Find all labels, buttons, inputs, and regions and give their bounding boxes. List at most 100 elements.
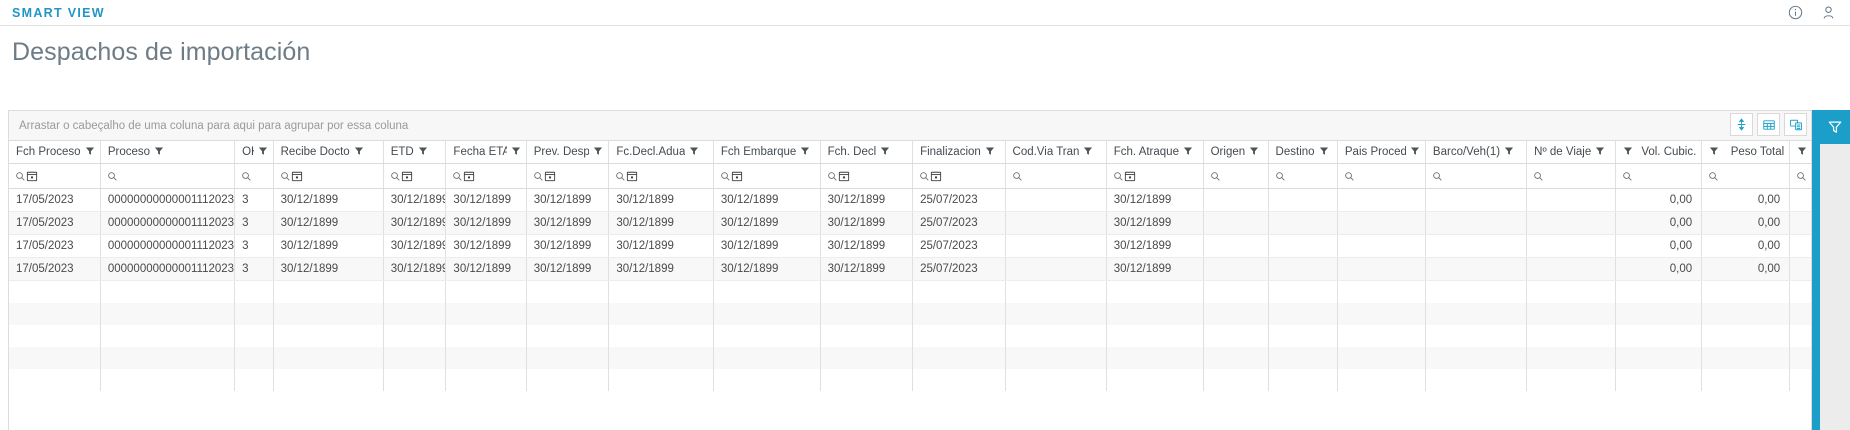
- search-icon[interactable]: [280, 171, 291, 182]
- search-icon[interactable]: [615, 171, 626, 182]
- group-by-bar[interactable]: Arrastar o cabeçalho de uma coluna para …: [9, 111, 1811, 141]
- search-icon[interactable]: [452, 171, 463, 182]
- column-filter-input[interactable]: [714, 164, 819, 188]
- column-header-recibe-docto[interactable]: Recibe Docto: [273, 141, 384, 164]
- vertical-scrollbar-thumb[interactable]: [1812, 110, 1820, 430]
- column-filter-input[interactable]: [609, 164, 712, 188]
- column-header-fc-decl-adua[interactable]: Fc.Decl.Adua: [608, 141, 714, 164]
- column-filter-icon[interactable]: [354, 146, 364, 159]
- column-filter-cell[interactable]: [713, 163, 821, 189]
- column-filter-input[interactable]: [1006, 164, 1106, 188]
- vertical-scrollbar[interactable]: [1812, 110, 1820, 430]
- column-filter-input[interactable]: [384, 164, 445, 188]
- open-filter-panel-button[interactable]: [1820, 110, 1850, 144]
- column-header-fch-decl[interactable]: Fch. Decl: [820, 141, 914, 164]
- column-header-vol-cubic[interactable]: Vol. Cubic.: [1615, 141, 1703, 164]
- copy-columns-button[interactable]: [1784, 113, 1807, 136]
- column-filter-cell[interactable]: [820, 163, 914, 189]
- search-icon[interactable]: [1708, 171, 1719, 182]
- search-icon[interactable]: [107, 171, 118, 182]
- column-header-etd[interactable]: ETD: [383, 141, 447, 164]
- column-header-fch-embarque[interactable]: Fch Embarque: [713, 141, 821, 164]
- column-header-origen[interactable]: Origen: [1203, 141, 1269, 164]
- column-filter-icon[interactable]: [418, 146, 428, 159]
- column-filter-icon[interactable]: [1709, 146, 1723, 159]
- column-filter-input[interactable]: [446, 164, 525, 188]
- column-filter-cell[interactable]: [383, 163, 447, 189]
- column-filter-input[interactable]: [235, 164, 272, 188]
- column-filter-input[interactable]: [527, 164, 608, 188]
- search-icon[interactable]: [15, 171, 26, 182]
- column-filter-cell[interactable]: [9, 163, 101, 189]
- column-filter-cell[interactable]: [1005, 163, 1107, 189]
- column-header-barco-veh-1[interactable]: Barco/Veh(1): [1425, 141, 1528, 164]
- calendar-icon[interactable]: [463, 170, 475, 182]
- search-icon[interactable]: [241, 171, 252, 182]
- column-filter-icon[interactable]: [800, 146, 810, 159]
- column-header-pais-proced[interactable]: Pais Proced.: [1337, 141, 1426, 164]
- column-filter-icon[interactable]: [154, 146, 164, 159]
- column-filter-icon[interactable]: [880, 146, 890, 159]
- column-filter-input[interactable]: [1269, 164, 1337, 188]
- column-header-proceso[interactable]: Proceso: [100, 141, 236, 164]
- search-icon[interactable]: [1012, 171, 1023, 182]
- column-filter-input[interactable]: [1527, 164, 1615, 188]
- column-filter-cell[interactable]: [1789, 163, 1811, 189]
- search-icon[interactable]: [533, 171, 544, 182]
- calendar-icon[interactable]: [26, 170, 38, 182]
- search-icon[interactable]: [1622, 171, 1633, 182]
- column-filter-cell[interactable]: [1425, 163, 1528, 189]
- calendar-icon[interactable]: [838, 170, 850, 182]
- calendar-icon[interactable]: [626, 170, 638, 182]
- column-filter-icon[interactable]: [1797, 146, 1811, 159]
- search-icon[interactable]: [1533, 171, 1544, 182]
- table-row[interactable]: 17/05/2023 00000000000001112023 3 30/12/189…: [9, 188, 1811, 212]
- column-header-peso-total[interactable]: Peso Total: [1701, 141, 1791, 164]
- search-icon[interactable]: [390, 171, 401, 182]
- column-filter-icon[interactable]: [1249, 146, 1259, 159]
- column-filter-icon[interactable]: [1504, 146, 1514, 159]
- column-filter-input[interactable]: [1204, 164, 1267, 188]
- column-filter-cell[interactable]: [912, 163, 1006, 189]
- column-filter-cell[interactable]: [234, 163, 274, 189]
- table-row[interactable]: 17/05/2023 00000000000001112023 3 30/12/189…: [9, 257, 1811, 281]
- column-filter-icon[interactable]: [258, 146, 268, 159]
- column-filter-cell[interactable]: [1701, 163, 1791, 189]
- column-filter-input[interactable]: [1338, 164, 1425, 188]
- column-filter-input[interactable]: [1702, 164, 1789, 188]
- info-circle-icon[interactable]: [1788, 5, 1803, 20]
- column-filter-icon[interactable]: [593, 146, 603, 159]
- column-filter-cell[interactable]: [1615, 163, 1703, 189]
- user-account-icon[interactable]: [1821, 5, 1836, 20]
- column-filter-input[interactable]: [913, 164, 1004, 188]
- column-filter-cell[interactable]: [1203, 163, 1269, 189]
- search-icon[interactable]: [1210, 171, 1221, 182]
- search-icon[interactable]: [1344, 171, 1355, 182]
- column-header-conv[interactable]: Conv: [1789, 141, 1811, 164]
- column-filter-cell[interactable]: [1337, 163, 1426, 189]
- calendar-icon[interactable]: [930, 170, 942, 182]
- column-filter-input[interactable]: [1426, 164, 1526, 188]
- column-filter-cell[interactable]: [526, 163, 610, 189]
- column-filter-icon[interactable]: [1410, 146, 1420, 159]
- column-header-fch-atraque[interactable]: Fch. Atraque: [1106, 141, 1204, 164]
- search-icon[interactable]: [1796, 171, 1807, 182]
- row-height-button[interactable]: [1730, 113, 1753, 136]
- calendar-icon[interactable]: [731, 170, 743, 182]
- search-icon[interactable]: [1275, 171, 1286, 182]
- calendar-icon[interactable]: [291, 170, 303, 182]
- column-filter-input[interactable]: [1616, 164, 1700, 188]
- column-filter-input[interactable]: [1107, 164, 1202, 188]
- column-filter-icon[interactable]: [511, 146, 521, 159]
- column-filter-icon[interactable]: [1595, 146, 1605, 159]
- column-filter-input[interactable]: [101, 164, 234, 188]
- column-filter-cell[interactable]: [273, 163, 384, 189]
- column-filter-icon[interactable]: [85, 146, 95, 159]
- column-filter-input[interactable]: [274, 164, 383, 188]
- column-filter-input[interactable]: [9, 164, 99, 188]
- calendar-icon[interactable]: [544, 170, 556, 182]
- column-filter-icon[interactable]: [689, 146, 699, 159]
- export-excel-button[interactable]: [1757, 113, 1780, 136]
- table-row[interactable]: 17/05/2023 00000000000001112023 3 30/12/189…: [9, 211, 1811, 235]
- column-header-n-de-viaje[interactable]: Nº de Viaje: [1526, 141, 1617, 164]
